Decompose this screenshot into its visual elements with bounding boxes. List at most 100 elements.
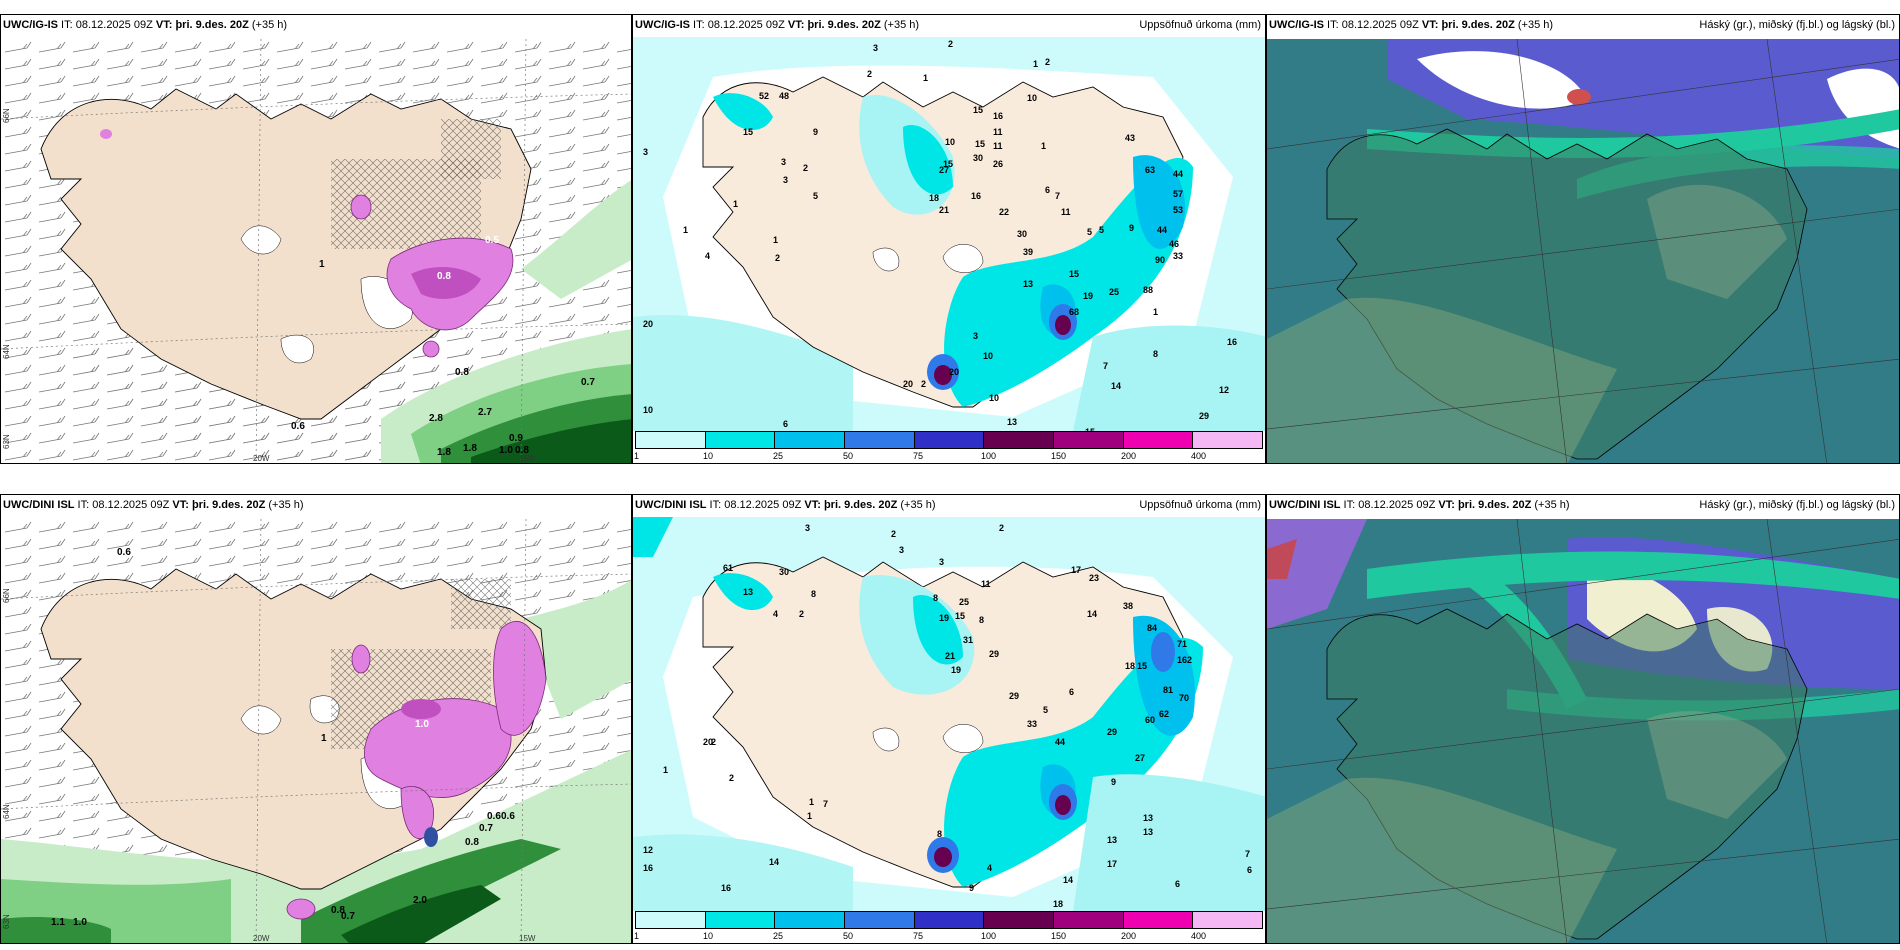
precip-value: 1 [923, 73, 928, 83]
precip-value: 3 [973, 331, 978, 341]
colorbar-label: 50 [843, 931, 854, 941]
precip-value: 9 [1111, 777, 1116, 787]
colorbar-label: 150 [1051, 451, 1067, 461]
precip-value: 3 [783, 175, 788, 185]
panel-subtitle: Háský (gr.), miðský (fj.bl.) og lágský (… [1699, 499, 1895, 511]
precip-value: 11 [993, 127, 1003, 137]
precip-value: 12 [1219, 385, 1229, 395]
lat-label: 66N [2, 588, 11, 603]
precip-value: 70 [1179, 693, 1189, 703]
precip-value: 39 [1023, 247, 1033, 257]
precip-value: 2 [948, 39, 953, 49]
precip-value: 11 [1061, 207, 1071, 217]
panel-title: UWC/IG-IS IT: 08.12.2025 09Z VT: þri. 9.… [1269, 19, 1554, 31]
snow-precip-areas [286, 620, 547, 920]
colorbar-label: 150 [1051, 931, 1067, 941]
precip-value: 63 [1145, 165, 1155, 175]
precip-value: 30 [779, 567, 789, 577]
precip-value: 2 [1045, 57, 1050, 67]
colorbar-segment [1193, 912, 1263, 928]
contour-value: 0.7 [479, 823, 493, 834]
panel-title: UWC/IG-IS IT: 08.12.2025 09Z VT: þri. 9.… [3, 19, 288, 31]
cloud-map [1267, 39, 1899, 463]
precip-value: 14 [769, 857, 779, 867]
precip-value: 30 [1017, 229, 1027, 239]
colorbar-segment [1123, 432, 1194, 448]
precip-value: 15 [1069, 269, 1079, 279]
precip-value: 29 [1107, 727, 1117, 737]
colorbar-segment [1193, 432, 1263, 448]
precip-value: 3 [899, 545, 904, 555]
precip-values: 3 2 1 2 1 2 3 15 52 48 9 3 2 3 1 1 4 1 2… [643, 39, 1237, 431]
green-precip-bands [1, 580, 631, 943]
precip-value: 57 [1173, 189, 1183, 199]
precip-value: 3 [643, 147, 648, 157]
contour-value: 0.8 [455, 367, 469, 378]
precip-value: 11 [981, 579, 991, 589]
precip-value: 6 [1045, 185, 1050, 195]
colorbar-segment [775, 432, 846, 448]
precip-value: 8 [979, 615, 984, 625]
precip-value: 31 [963, 635, 973, 645]
colorbar-segment [705, 432, 776, 448]
precip-value: 4 [773, 609, 778, 619]
precip-value: 44 [1173, 169, 1183, 179]
precip-value: 10 [1027, 93, 1037, 103]
colorbar-label: 75 [913, 451, 924, 461]
lat-label: 66N [2, 108, 11, 123]
colorbar-segment [984, 432, 1055, 448]
precip-value: 15 [1085, 427, 1095, 431]
precip-value: 38 [1123, 601, 1133, 611]
colorbar-label: 25 [773, 451, 784, 461]
precip-value: 15 [1137, 661, 1147, 671]
precip-value: 2 [891, 529, 896, 539]
precip-value: 27 [1135, 753, 1145, 763]
colorbar-segment [1054, 912, 1124, 928]
lon-label: 20W [253, 934, 270, 943]
precip-value: 2 [803, 163, 808, 173]
gridlines [1, 39, 631, 463]
precip-value: 29 [989, 649, 999, 659]
contour-value: 0.6 [501, 811, 515, 822]
panel-subtitle: Háský (gr.), miðský (fj.bl.) og lágský (… [1699, 19, 1895, 31]
panel-top-left: UWC/IG-IS IT: 08.12.2025 09Z VT: þri. 9.… [0, 14, 632, 464]
precip-value: 16 [721, 883, 731, 893]
contour-value: 0.8 [437, 271, 451, 282]
precip-values: 3 2 2 3 3 61 30 13 8 4 2 8 19 25 15 8 11… [643, 523, 1252, 909]
precip-value: 10 [983, 351, 993, 361]
precip-value: 3 [781, 157, 786, 167]
precip-value: 9 [969, 883, 974, 893]
contour-value: 1.0 [73, 917, 87, 928]
precip-value: 14 [1063, 875, 1073, 885]
colorbar-segment [845, 432, 915, 448]
precip-value: 2 [775, 253, 780, 263]
contour-value: 1 [321, 733, 327, 744]
precip-value: 10 [643, 405, 653, 415]
precip-value: 23 [1089, 573, 1099, 583]
colorbar-row [635, 431, 1263, 449]
colorbar-label: 100 [981, 931, 997, 941]
precip-value: 2 [799, 609, 804, 619]
colorbar-segment [914, 912, 985, 928]
precip-value: 2 [921, 379, 926, 389]
precip-value: 8 [811, 589, 816, 599]
precip-value: 84 [1147, 623, 1157, 633]
colorbar-row [635, 911, 1263, 929]
precip-value: 27 [939, 165, 949, 175]
precip-value: 1 [733, 199, 738, 209]
colorbar-label: 400 [1191, 931, 1207, 941]
precip-value: 26 [993, 159, 1003, 169]
precip-value: 18 [1053, 899, 1063, 909]
precip-value: 1 [1041, 141, 1046, 151]
contour-value: 1.8 [463, 443, 477, 454]
precip-value: 53 [1173, 205, 1183, 215]
precip-value: 13 [1007, 417, 1017, 427]
precip-value: 81 [1163, 685, 1173, 695]
precip-value: 20 [643, 319, 653, 329]
precip-colorbar: 1 10 25 50 75 100 150 200 400 [633, 911, 1265, 943]
colorbar-label: 75 [913, 931, 924, 941]
precip-value: 29 [1199, 411, 1209, 421]
colorbar-label: 1 [634, 451, 640, 461]
colorbar-segment [984, 912, 1055, 928]
contour-values: 0.6 1.0 0.6 0.7 0.8 0.6 0.8 0.7 2.0 1.1 … [51, 547, 515, 928]
